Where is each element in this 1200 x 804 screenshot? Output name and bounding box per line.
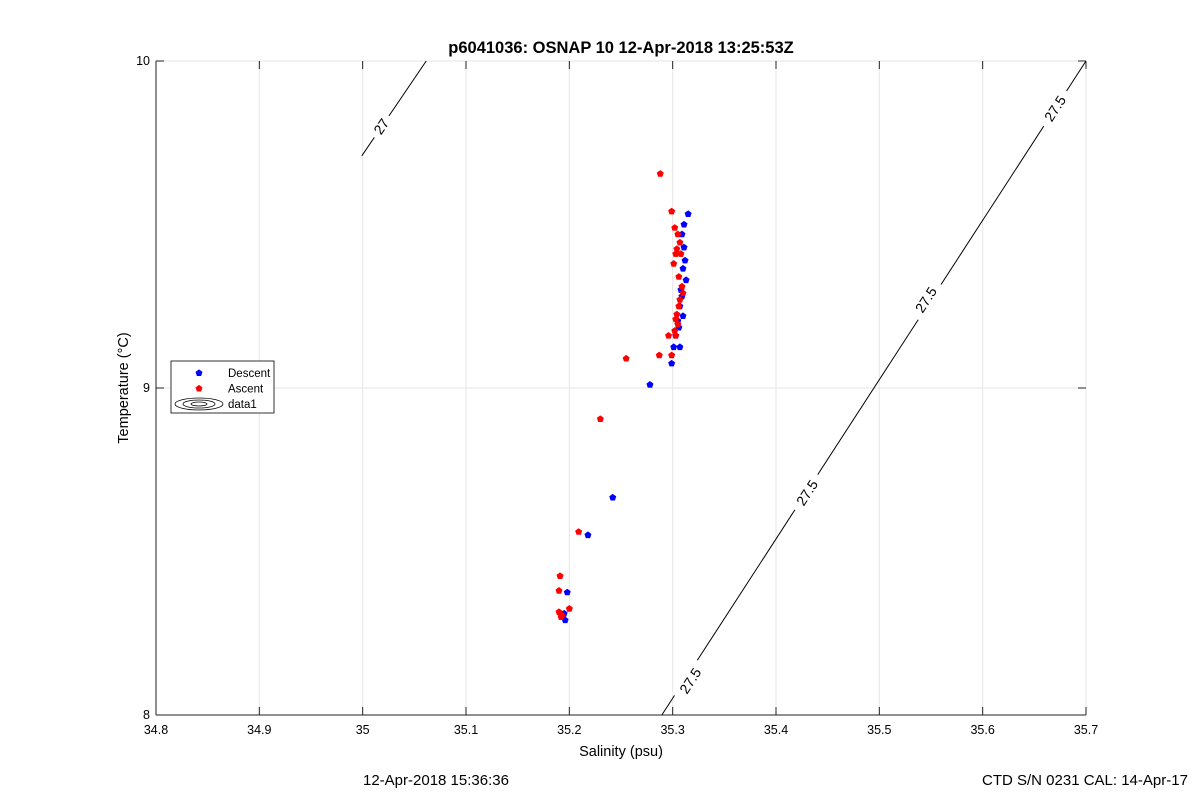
- point-ascent: [673, 310, 681, 318]
- point-ascent: [676, 238, 684, 246]
- x-tick-label: 35: [356, 723, 370, 737]
- point-ascent: [675, 302, 683, 310]
- point-descent: [646, 381, 654, 388]
- contour-label-bg: [672, 658, 709, 703]
- x-tick-label: 35.3: [660, 723, 684, 737]
- legend: Descent Ascent data1: [170, 360, 275, 414]
- grid-lines: [156, 60, 1087, 715]
- x-axis-label: Salinity (psu): [579, 744, 663, 760]
- contour-label: 27: [367, 111, 396, 142]
- point-descent: [584, 531, 592, 539]
- point-ascent: [673, 245, 681, 252]
- point-ascent: [622, 354, 630, 362]
- contour-label-bg: [367, 111, 396, 142]
- legend-marker-descent: [195, 369, 203, 377]
- point-ascent: [565, 605, 573, 612]
- point-descent: [680, 220, 688, 228]
- y-tick-label: 10: [136, 54, 150, 68]
- y-axis-ticks: 8 9 10: [136, 54, 1086, 722]
- contour-label: 27.5: [788, 470, 826, 515]
- data-points: [555, 170, 692, 624]
- point-ascent: [676, 296, 684, 303]
- point-descent: [680, 243, 688, 251]
- contour-line: [661, 60, 1087, 716]
- legend-label: Ascent: [228, 384, 264, 396]
- point-ascent: [674, 320, 682, 328]
- x-tick-label: 35.6: [970, 723, 994, 737]
- point-ascent: [675, 273, 683, 280]
- point-ascent: [678, 282, 686, 290]
- x-tick-label: 35.1: [454, 723, 478, 737]
- x-tick-label: 34.9: [247, 723, 271, 737]
- point-descent: [563, 588, 571, 596]
- point-ascent: [672, 250, 680, 257]
- point-descent: [670, 343, 678, 351]
- contour-label-bg: [788, 470, 826, 515]
- point-descent: [682, 276, 690, 284]
- x-tick-label: 34.8: [144, 723, 168, 737]
- y-axis-label: Temperature (°C): [116, 332, 132, 443]
- point-ascent: [668, 351, 676, 359]
- point-ascent: [672, 332, 680, 339]
- point-ascent: [575, 528, 583, 535]
- y-tick-label: 9: [143, 381, 150, 395]
- x-tick-label: 35.2: [557, 723, 581, 737]
- x-axis-ticks: 34.8 34.9 35 35.1 35.2 35.3 35.4 35.5 35.6 35.7: [144, 61, 1098, 737]
- x-tick-label: 35.5: [867, 723, 891, 737]
- legend-label: Descent: [228, 368, 271, 380]
- footer-timestamp: 12-Apr-2018 15:36:36: [363, 772, 509, 789]
- contour-label: 27.5: [672, 658, 709, 703]
- legend-box: [170, 360, 275, 414]
- point-descent: [609, 493, 617, 501]
- point-ascent: [656, 170, 664, 177]
- contour-label-bg: [907, 277, 944, 322]
- contour-label: 27.5: [907, 277, 944, 322]
- legend-contour-ring: [174, 397, 224, 411]
- point-ascent: [555, 587, 563, 594]
- contour-label-text: 27: [370, 115, 392, 137]
- x-tick-label: 35.7: [1074, 723, 1098, 737]
- point-ascent: [556, 572, 564, 580]
- point-ascent: [655, 351, 663, 359]
- contour-label: 27.5: [1036, 86, 1074, 131]
- contour-line: [361, 60, 427, 157]
- legend-marker-ascent: [195, 384, 203, 392]
- point-descent: [679, 312, 687, 320]
- point-ascent: [672, 315, 680, 323]
- point-descent: [679, 264, 687, 272]
- footer-calibration: CTD S/N 0231 CAL: 14-Apr-17: [982, 772, 1188, 789]
- point-ascent: [665, 332, 673, 339]
- point-descent: [681, 256, 689, 264]
- legend-contour-ring: [182, 399, 216, 409]
- x-tick-label: 35.4: [764, 723, 788, 737]
- point-ascent: [670, 260, 678, 267]
- point-ascent: [671, 224, 679, 231]
- point-descent: [676, 343, 684, 351]
- point-ascent: [557, 613, 565, 620]
- point-ascent: [674, 230, 682, 238]
- y-tick-label: 8: [143, 708, 150, 722]
- legend-contour-ring: [190, 401, 208, 407]
- point-descent: [668, 359, 676, 367]
- point-ascent: [668, 207, 676, 215]
- chart-title: p6041036: OSNAP 10 12-Apr-2018 13:25:53Z: [448, 39, 793, 57]
- legend-label: data1: [228, 399, 257, 411]
- contour-label-bg: [1036, 86, 1074, 131]
- point-ascent: [596, 415, 604, 423]
- legend-contour-icon: [174, 397, 224, 411]
- point-ascent: [679, 289, 687, 297]
- point-descent: [684, 210, 692, 217]
